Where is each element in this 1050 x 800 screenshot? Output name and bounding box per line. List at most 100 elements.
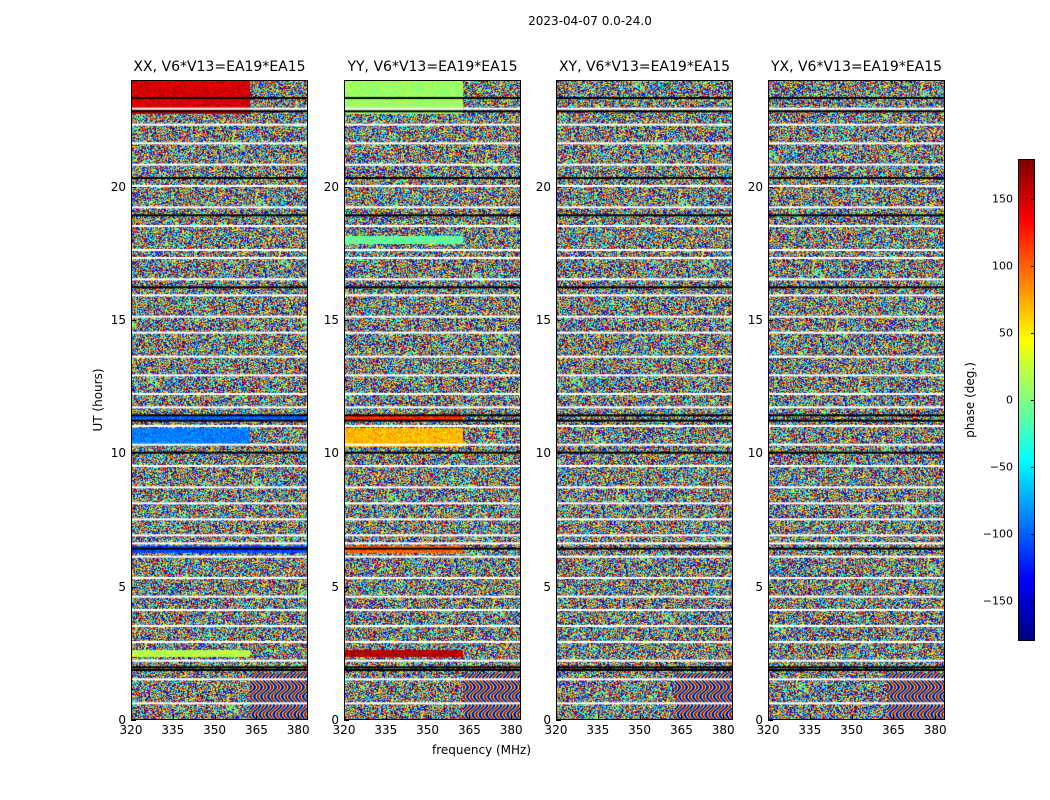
x-tick [597, 715, 599, 720]
y-tick-label: 20 [323, 179, 339, 194]
y-tick [768, 320, 773, 321]
y-tick-label: 0 [331, 713, 339, 727]
y-tick [768, 453, 773, 455]
heatmap-panel-xy [556, 80, 733, 720]
x-tick-label: 335 [161, 723, 185, 737]
x-tick-label: 350 [416, 723, 440, 737]
x-tick [511, 715, 513, 720]
y-tick-label: 20 [110, 179, 126, 194]
y-tick-label: 5 [331, 579, 339, 594]
phase-heatmap-xx [132, 81, 307, 719]
colorbar-tick [1031, 199, 1035, 201]
y-tick [556, 586, 561, 588]
y-tick-label: 5 [118, 579, 126, 594]
colorbar-label: phase (deg.) [963, 362, 977, 438]
y-tick [131, 320, 136, 321]
x-tick [214, 715, 216, 720]
colorbar-tick [1031, 533, 1035, 535]
x-tick-label: 335 [374, 723, 398, 737]
x-tick [385, 715, 387, 720]
panel-title-xy: XY, V6*V13=EA19*EA15 [558, 59, 731, 75]
y-tick-label: 10 [323, 446, 339, 461]
x-tick-label: 380 [499, 723, 523, 737]
y-tick-label: 20 [747, 179, 763, 194]
y-axis-label: UT (hours) [91, 368, 105, 432]
x-tick [809, 715, 811, 720]
x-tick-label: 365 [244, 723, 268, 737]
y-tick-label: 10 [747, 446, 763, 461]
figure-suptitle: 2023-04-07 0.0-24.0 [528, 14, 652, 28]
y-tick-label: 0 [118, 713, 126, 727]
colorbar-tick-label: 0 [1006, 393, 1013, 407]
colorbar-tick [1031, 400, 1035, 401]
y-tick [344, 586, 349, 588]
x-tick-label: 350 [203, 723, 227, 737]
colorbar-tick-label: −50 [989, 460, 1013, 474]
x-tick-label: 320 [544, 723, 568, 737]
x-tick-label: 320 [119, 723, 143, 737]
heatmap-panel-yx [768, 80, 945, 720]
colorbar-tick [1031, 600, 1035, 602]
y-tick [344, 720, 349, 721]
x-axis-label: frequency (MHz) [432, 743, 532, 757]
x-tick [681, 715, 683, 720]
x-tick [344, 715, 345, 720]
y-tick-label: 10 [110, 446, 126, 461]
y-tick-label: 5 [755, 579, 763, 594]
y-tick [131, 186, 136, 188]
colorbar-tick-label: −100 [982, 527, 1013, 541]
heatmap-panel-xx [131, 80, 308, 720]
colorbar-tick-label: 150 [992, 192, 1013, 206]
y-tick [344, 186, 349, 188]
y-tick-label: 15 [323, 313, 339, 327]
x-tick-label: 380 [286, 723, 310, 737]
phase-heatmap-yy [345, 81, 520, 719]
x-tick-label: 320 [332, 723, 356, 737]
y-tick [556, 320, 561, 321]
y-tick-label: 5 [543, 579, 551, 594]
panel-title-yx: YX, V6*V13=EA19*EA15 [770, 59, 943, 75]
colorbar-tick [1031, 333, 1035, 335]
y-tick-label: 0 [543, 713, 551, 727]
x-tick [298, 715, 300, 720]
x-tick [469, 715, 471, 720]
x-tick-label: 350 [840, 723, 864, 737]
x-tick-label: 365 [881, 723, 905, 737]
y-tick [556, 186, 561, 188]
x-tick [723, 715, 725, 720]
y-tick [131, 453, 136, 455]
panel-title-xx: XX, V6*V13=EA19*EA15 [133, 59, 306, 75]
x-tick [427, 715, 429, 720]
x-tick-label: 320 [756, 723, 780, 737]
y-tick [556, 720, 561, 721]
y-tick [768, 586, 773, 588]
x-tick-label: 335 [798, 723, 822, 737]
phase-heatmap-yx [769, 81, 944, 719]
phase-heatmap-xy [557, 81, 732, 719]
x-tick [851, 715, 853, 720]
colorbar-tick-label: 100 [992, 259, 1013, 273]
colorbar-tick [1031, 466, 1035, 468]
panel-title-yy: YY, V6*V13=EA19*EA15 [347, 59, 518, 75]
x-tick [172, 715, 174, 720]
x-tick-label: 335 [586, 723, 610, 737]
y-tick [768, 186, 773, 188]
x-tick [935, 715, 937, 720]
y-tick [131, 720, 136, 721]
x-tick-label: 365 [669, 723, 693, 737]
y-tick [131, 586, 136, 588]
x-tick [768, 715, 769, 720]
x-tick [556, 715, 557, 720]
x-tick-label: 380 [711, 723, 735, 737]
colorbar-tick [1031, 266, 1035, 268]
y-tick-label: 20 [535, 179, 551, 194]
y-tick-label: 15 [747, 313, 763, 327]
y-tick [344, 320, 349, 321]
y-tick-label: 15 [110, 313, 126, 327]
x-tick-label: 380 [923, 723, 947, 737]
x-tick-label: 350 [628, 723, 652, 737]
y-tick-label: 15 [535, 313, 551, 327]
y-tick-label: 0 [755, 713, 763, 727]
y-tick-label: 10 [535, 446, 551, 461]
y-tick [556, 453, 561, 455]
